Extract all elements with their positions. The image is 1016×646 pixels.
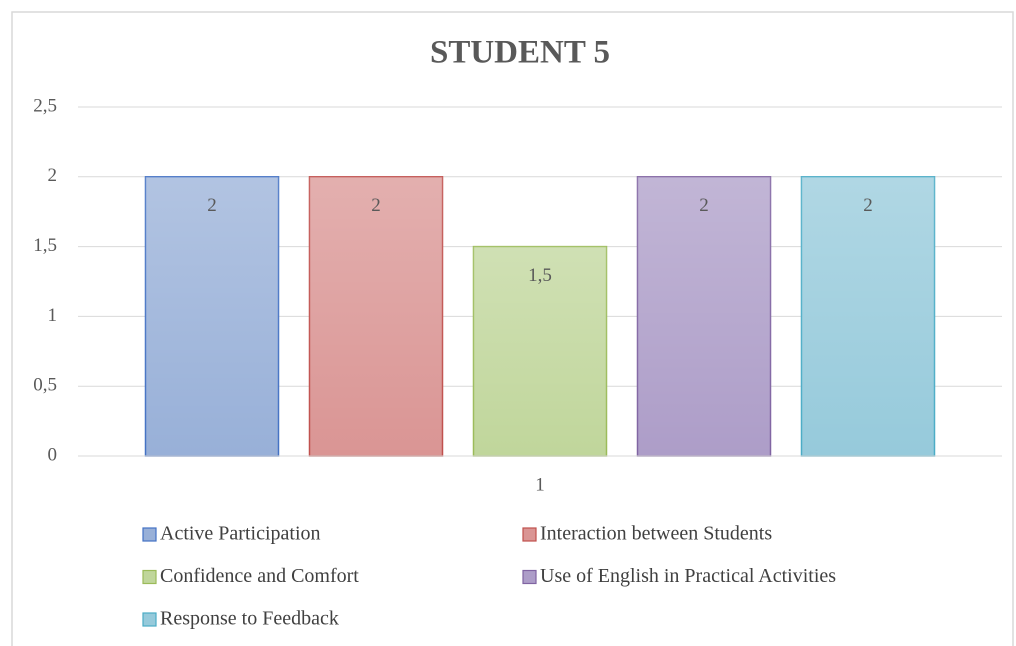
- data-label: 2: [207, 195, 217, 216]
- legend-swatch: [142, 569, 157, 585]
- y-tick-label: 0,5: [33, 375, 57, 396]
- y-tick-label: 1,5: [33, 235, 57, 256]
- legend-text: Response to Feedback: [160, 608, 339, 630]
- bar-sheen: [145, 176, 279, 457]
- x-tick-label: 1: [535, 474, 545, 495]
- legend-text: Use of English in Practical Activities: [540, 565, 836, 587]
- legend-swatch: [522, 527, 537, 542]
- bar-sheen: [309, 176, 443, 457]
- data-label: 2: [863, 195, 873, 216]
- y-tick-label: 2,5: [33, 95, 57, 116]
- legend-text: Confidence and Comfort: [160, 565, 359, 587]
- bar-sheen: [801, 176, 935, 457]
- chart-title: STUDENT 5: [430, 35, 610, 71]
- data-label: 2: [371, 195, 381, 216]
- bar-sheen: [473, 246, 607, 456]
- legend-text: Interaction between Students: [540, 523, 772, 545]
- legend-swatch: [142, 612, 157, 627]
- legend-text: Active Participation: [160, 523, 321, 545]
- legend-swatch: [142, 527, 157, 542]
- y-tick-label: 1: [48, 305, 58, 326]
- data-label: 1,5: [528, 265, 552, 286]
- y-tick-label: 0: [48, 444, 58, 465]
- data-label: 2: [699, 195, 709, 216]
- legend-swatch: [522, 569, 537, 585]
- bar-sheen: [637, 176, 771, 457]
- y-tick-label: 2: [48, 165, 58, 186]
